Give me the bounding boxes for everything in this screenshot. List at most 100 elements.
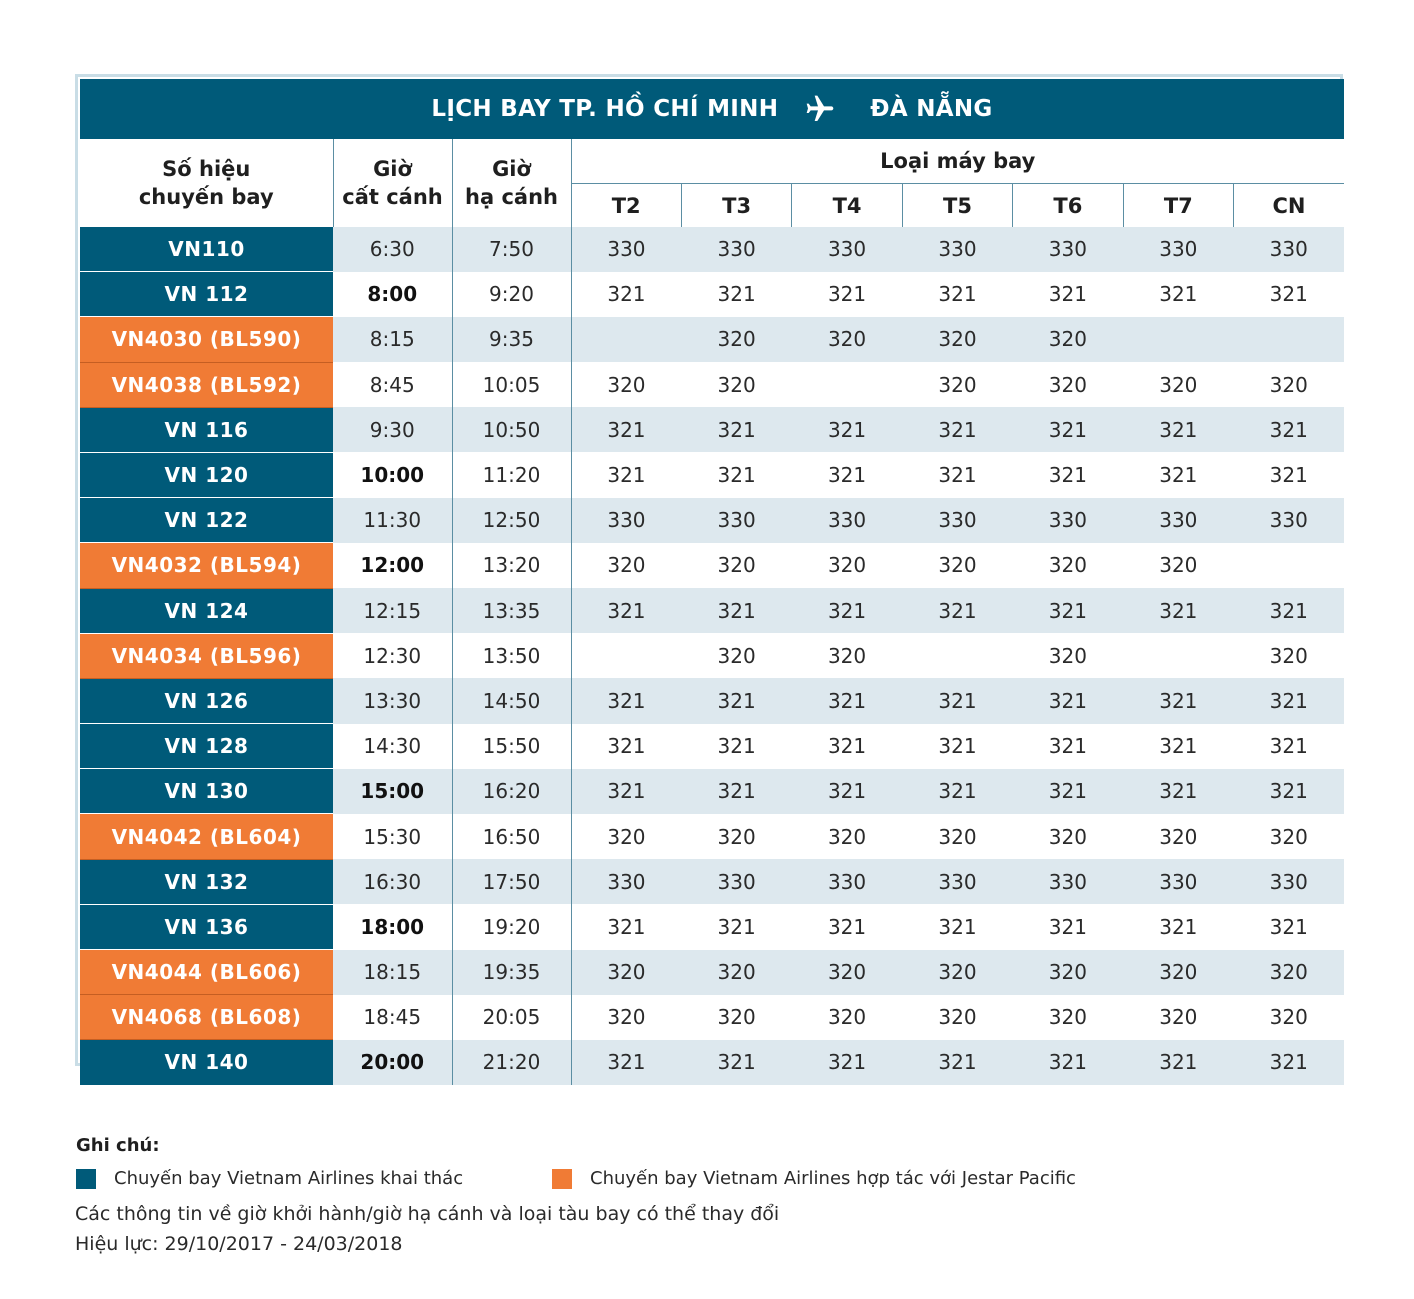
aircraft-type-cell-cn: 321	[1233, 271, 1344, 317]
aircraft-type-cell-t3: 320	[681, 362, 792, 408]
flight-number-cell: VN4068 (BL608)	[80, 994, 333, 1041]
aircraft-type-cell-t4: 321	[791, 904, 903, 950]
arrival-time-cell: 14:50	[452, 678, 572, 724]
flight-number-cell: VN 126	[80, 678, 333, 725]
aircraft-type-cell-t7: 321	[1123, 588, 1234, 634]
aircraft-type-cell-t4: 321	[791, 1039, 903, 1086]
aircraft-type-cell-t3: 321	[681, 904, 792, 950]
flight-number-cell: VN4032 (BL594)	[80, 542, 333, 589]
aircraft-type-cell-t3: 321	[681, 407, 792, 453]
departure-time-cell: 8:15	[333, 316, 453, 363]
flight-number-cell: VN110	[80, 227, 333, 273]
departure-time-cell: 12:30	[333, 633, 453, 679]
aircraft-type-cell-cn	[1233, 316, 1344, 363]
aircraft-type-cell-t2: 321	[571, 678, 682, 724]
aircraft-type-cell-t6: 321	[1012, 768, 1124, 814]
aircraft-type-cell-t3: 320	[681, 542, 792, 588]
aircraft-type-cell-t7: 321	[1123, 904, 1234, 950]
departure-time-cell: 16:30	[333, 859, 453, 905]
aircraft-type-cell-t2	[571, 633, 682, 679]
aircraft-type-cell-cn: 321	[1233, 1039, 1344, 1086]
aircraft-type-cell-t4: 321	[791, 452, 903, 498]
aircraft-type-cell-t5: 321	[902, 723, 1013, 769]
legend-jetstar-pacific: Chuyến bay Vietnam Airlines hợp tác với …	[552, 1168, 1076, 1189]
aircraft-type-cell-t7: 330	[1123, 859, 1234, 905]
aircraft-type-cell-t3: 321	[681, 1039, 792, 1086]
table-row: VN4038 (BL592) 8:45 10:05 320 320 320 320 320 32…	[80, 362, 1344, 408]
arrival-time-cell: 13:35	[452, 588, 572, 634]
flight-number-cell: VN 112	[80, 271, 333, 318]
aircraft-type-cell-t7: 321	[1123, 678, 1234, 724]
legend-label-jetstar-pacific: Chuyến bay Vietnam Airlines hợp tác với …	[590, 1168, 1076, 1189]
aircraft-type-cell-t5: 330	[902, 497, 1013, 543]
aircraft-type-cell-t2: 321	[571, 1039, 682, 1086]
aircraft-type-cell-t2: 321	[571, 768, 682, 814]
flight-number-cell: VN 140	[80, 1039, 333, 1086]
arrival-time-cell: 9:20	[452, 271, 572, 317]
aircraft-type-cell-t7: 321	[1123, 768, 1234, 814]
header-day-t3: T3	[681, 183, 793, 227]
aircraft-type-cell-t2: 321	[571, 723, 682, 769]
aircraft-type-cell-t2: 320	[571, 994, 682, 1040]
aircraft-type-cell-t3: 321	[681, 452, 792, 498]
aircraft-type-cell-t2	[571, 316, 682, 363]
aircraft-type-cell-t2: 321	[571, 271, 682, 317]
departure-time-cell: 18:15	[333, 949, 453, 995]
legend-vietnam-airlines: Chuyến bay Vietnam Airlines khai thác	[76, 1168, 463, 1189]
flight-number-cell: VN 132	[80, 859, 333, 905]
departure-time-cell: 18:00	[333, 904, 453, 950]
aircraft-type-cell-t5: 330	[902, 859, 1013, 905]
aircraft-type-cell-t7: 320	[1123, 542, 1234, 588]
aircraft-type-cell-t6: 321	[1012, 588, 1124, 634]
flight-number-cell: VN4030 (BL590)	[80, 316, 333, 363]
aircraft-type-cell-t6: 320	[1012, 542, 1124, 588]
aircraft-type-cell-t2: 320	[571, 362, 682, 408]
table-row: VN 116 9:30 10:50 321 321 321 321 321 321 321	[80, 407, 1344, 453]
aircraft-type-cell-cn	[1233, 542, 1344, 588]
aircraft-type-cell-t2: 321	[571, 904, 682, 950]
aircraft-type-cell-t5: 321	[902, 271, 1013, 317]
arrival-time-cell: 21:20	[452, 1039, 572, 1086]
aircraft-type-cell-t6: 330	[1012, 859, 1124, 905]
header-aircraft-type: Loại máy bay	[571, 139, 1344, 184]
aircraft-type-cell-t7: 321	[1123, 452, 1234, 498]
aircraft-type-cell-t7: 330	[1123, 497, 1234, 543]
schedule-validity: Hiệu lực: 29/10/2017 - 24/03/2018	[75, 1233, 403, 1255]
aircraft-type-cell-t6: 320	[1012, 994, 1124, 1040]
aircraft-type-cell-t5: 320	[902, 994, 1013, 1040]
aircraft-type-cell-cn: 321	[1233, 407, 1344, 453]
arrival-time-cell: 9:35	[452, 316, 572, 363]
airplane-icon	[804, 93, 836, 125]
aircraft-type-cell-t3: 321	[681, 678, 792, 724]
aircraft-type-cell-t7	[1123, 316, 1234, 363]
aircraft-type-cell-t5: 320	[902, 542, 1013, 588]
arrival-time-cell: 7:50	[452, 227, 572, 272]
aircraft-type-cell-t7: 320	[1123, 813, 1234, 860]
aircraft-type-cell-t4: 320	[791, 316, 903, 363]
aircraft-type-cell-t4: 321	[791, 723, 903, 769]
table-row: VN4030 (BL590) 8:15 9:35 320 320 320 320	[80, 316, 1344, 363]
aircraft-type-cell-t5: 321	[902, 904, 1013, 950]
aircraft-type-cell-t6: 321	[1012, 1039, 1124, 1086]
departure-time-cell: 10:00	[333, 452, 453, 498]
aircraft-type-cell-t4: 321	[791, 678, 903, 724]
header-day-t2: T2	[571, 183, 682, 227]
header-day-t6: T6	[1012, 183, 1124, 227]
title-destination: ĐÀ NẴNG	[870, 96, 993, 122]
flight-number-cell: VN 128	[80, 723, 333, 770]
flight-number-cell: VN 122	[80, 497, 333, 544]
legend-swatch-jetstar-pacific	[552, 1168, 572, 1189]
aircraft-type-cell-cn: 321	[1233, 904, 1344, 950]
aircraft-type-cell-t2: 330	[571, 227, 682, 272]
table-row: VN4034 (BL596) 12:30 13:50 320 320 320 320	[80, 633, 1344, 679]
aircraft-type-cell-t5	[902, 633, 1013, 679]
table-row: VN 112 8:00 9:20 321 321 321 321 321 321 321	[80, 271, 1344, 318]
departure-time-cell: 15:30	[333, 813, 453, 860]
aircraft-type-cell-t4: 320	[791, 994, 903, 1040]
notes-title: Ghi chú:	[76, 1135, 160, 1156]
header-day-t5: T5	[902, 183, 1014, 227]
aircraft-type-cell-t6: 321	[1012, 407, 1124, 453]
header-flight-number: Số hiệu chuyến bay	[80, 139, 334, 227]
aircraft-type-cell-t6: 320	[1012, 362, 1124, 408]
aircraft-type-cell-t2: 330	[571, 497, 682, 543]
